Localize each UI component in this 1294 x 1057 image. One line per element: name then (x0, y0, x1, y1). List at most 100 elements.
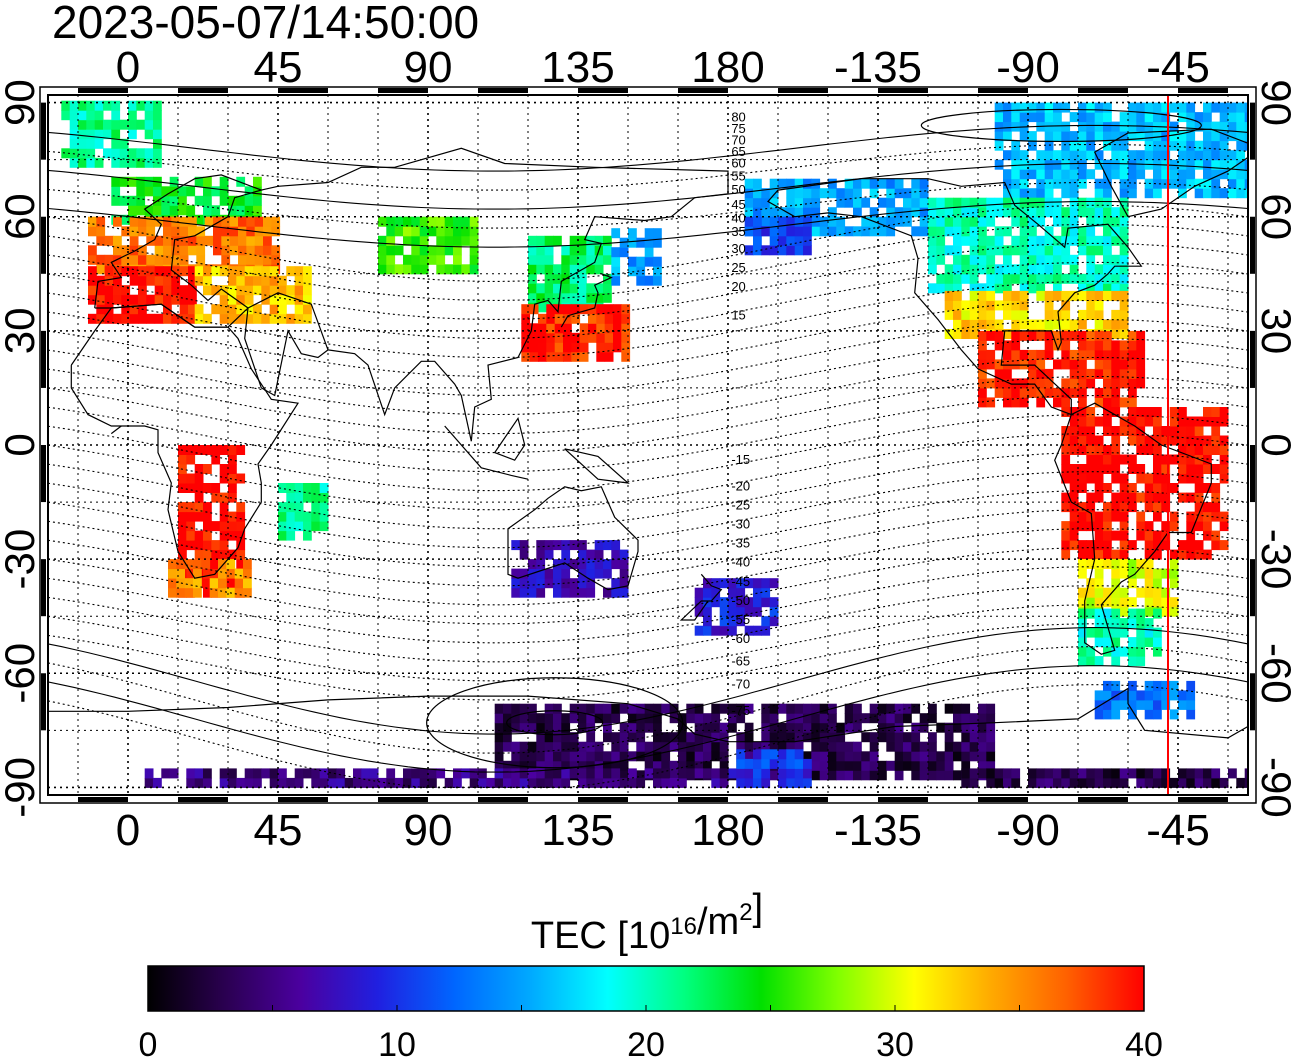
tec-cell (628, 228, 637, 239)
tec-cell (978, 235, 987, 246)
tec-cell (536, 302, 546, 313)
tec-cell (1011, 159, 1021, 170)
tec-cell (444, 777, 454, 788)
tec-cell (211, 445, 221, 455)
tec-cell (188, 304, 197, 315)
tec-cell (171, 245, 181, 256)
tec-cell (969, 245, 979, 256)
tec-cell (611, 266, 621, 277)
tec-cell (803, 732, 812, 743)
tec-cell (1128, 416, 1137, 427)
tec-cell (228, 768, 237, 779)
tec-cell (778, 235, 787, 246)
tec-cell (121, 254, 131, 265)
tec-cell (1069, 768, 1079, 779)
tec-cell (961, 254, 971, 265)
tec-cell (911, 722, 921, 733)
tec-cell (1169, 131, 1179, 142)
tec-cell (553, 587, 562, 598)
tec-cell (853, 703, 862, 714)
timestamp-title: 2023-05-07/14:50:00 (52, 0, 480, 48)
tec-cell (1019, 112, 1029, 123)
tec-cell (961, 713, 971, 724)
left-latitude-label: -90 (0, 757, 43, 818)
tec-cell (1011, 169, 1021, 180)
tec-cell (386, 226, 396, 237)
tec-cell (278, 521, 287, 532)
tec-cell (794, 245, 804, 256)
coastline (444, 425, 529, 480)
tec-cell (1078, 226, 1087, 237)
tec-cell (1086, 235, 1096, 246)
tec-cell (1236, 169, 1246, 180)
tec-cell (1119, 178, 1129, 189)
tec-cell (129, 235, 139, 246)
tec-cell (1111, 680, 1121, 691)
tec-cell (1044, 387, 1054, 398)
tec-cell (1053, 112, 1062, 123)
tec-cell (1044, 131, 1054, 142)
tec-cell (386, 777, 396, 788)
tec-cell (1161, 699, 1171, 710)
tec-cell (636, 703, 646, 714)
tec-cell (1119, 627, 1129, 638)
tec-cell (621, 342, 631, 353)
tec-cell (1044, 319, 1054, 330)
tec-cell (1069, 435, 1079, 446)
tec-cell (1219, 150, 1229, 161)
tec-cell (986, 768, 996, 779)
tec-cell (536, 568, 546, 579)
tec-cell (171, 294, 181, 305)
tec-cell (1061, 140, 1071, 151)
magnetic-contour (48, 528, 1248, 606)
tec-cell (1144, 606, 1154, 617)
tec-cell (278, 511, 287, 522)
tec-cell (1003, 378, 1012, 389)
tec-cell (228, 285, 237, 296)
tec-cell (919, 770, 929, 781)
tec-cell (1019, 226, 1029, 237)
tec-cell (1069, 359, 1079, 370)
magnetic-contour (48, 356, 1248, 435)
tec-cell (1144, 521, 1154, 532)
tec-cell (703, 751, 712, 762)
tec-cell (1111, 290, 1121, 301)
tec-cell (1211, 102, 1221, 113)
tec-cell (853, 760, 862, 771)
tec-cell (1103, 216, 1112, 227)
tec-cell (303, 285, 312, 296)
tec-cell (244, 186, 254, 197)
tec-cell (1078, 568, 1087, 579)
tec-cell (193, 568, 202, 579)
magnetic-contour (48, 337, 1248, 416)
tec-cell (196, 245, 206, 256)
tec-cell (1203, 178, 1212, 189)
tec-cell (1153, 483, 1162, 493)
tec-cell (1036, 359, 1046, 370)
tec-cell (761, 749, 771, 760)
tec-cell (753, 741, 762, 752)
tec-cell (129, 245, 139, 256)
tec-cell (969, 273, 979, 284)
tec-cell (554, 332, 564, 343)
tec-cell (294, 313, 304, 324)
tec-cell (844, 703, 854, 714)
tec-cell (1103, 254, 1112, 265)
tec-cell (769, 722, 779, 733)
tec-cell (761, 741, 771, 752)
tec-cell (1061, 768, 1071, 779)
tec-cell (1086, 646, 1096, 657)
tec-cell (961, 751, 971, 762)
tec-cell (278, 777, 287, 788)
tec-cell (978, 300, 987, 311)
tec-cell (653, 760, 662, 771)
tec-cell (1244, 178, 1248, 189)
tec-cell (1028, 359, 1037, 370)
tec-cell (778, 732, 787, 743)
tec-cell (819, 751, 829, 762)
tec-cell (519, 703, 529, 714)
tec-cell (428, 768, 437, 779)
tec-cell (628, 703, 637, 714)
tec-cell (1186, 549, 1196, 560)
tec-cell (1236, 178, 1246, 189)
